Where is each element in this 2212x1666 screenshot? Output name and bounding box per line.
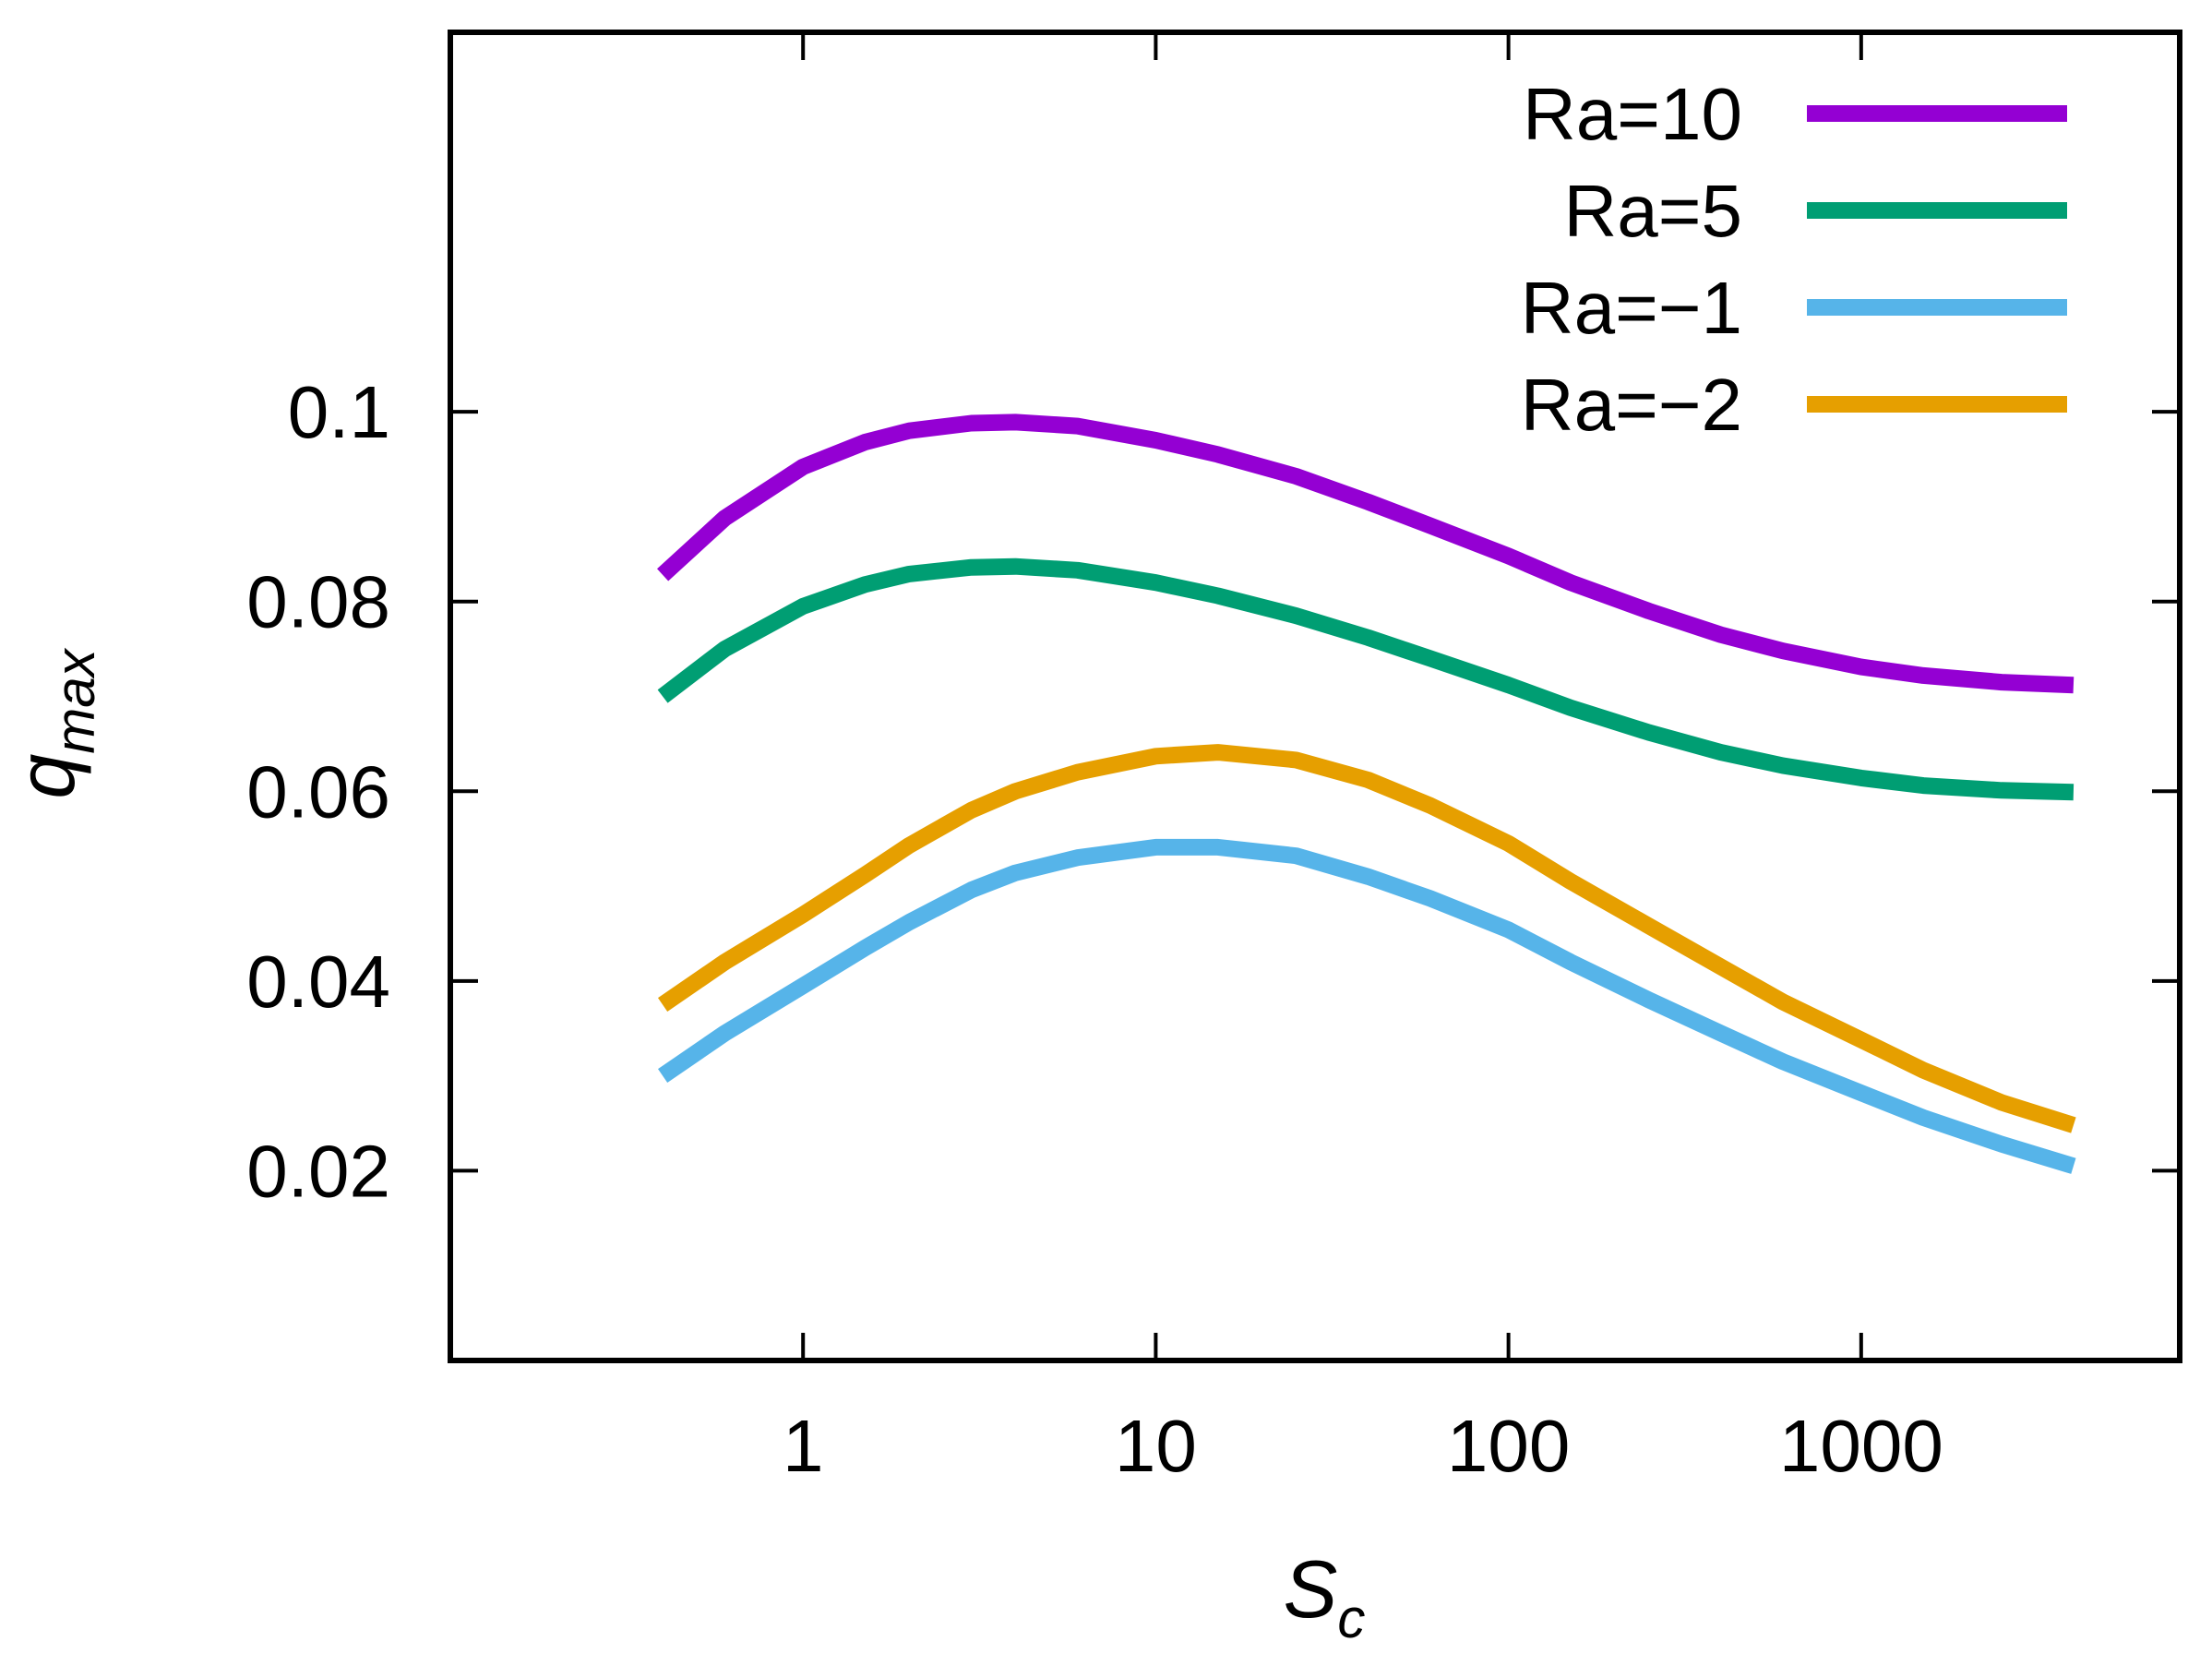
legend-item: Ra=−1 <box>1521 267 2067 349</box>
axis-ticks <box>450 32 2180 1360</box>
legend-label: Ra=10 <box>1523 73 1742 155</box>
y-tick-label: 0.02 <box>246 1130 390 1212</box>
series-line-2 <box>658 838 2076 1174</box>
series-line-0 <box>657 414 2074 694</box>
y-tick-label: 0.06 <box>246 750 390 833</box>
legend-label: Ra=5 <box>1564 170 1742 252</box>
y-axis-title-subscript: max <box>44 647 106 753</box>
x-tick-label: 100 <box>1447 1405 1570 1487</box>
y-tick-label: 0.08 <box>246 561 390 643</box>
x-axis-title-subscript: c <box>1337 1588 1365 1649</box>
legend-item: Ra=10 <box>1523 73 2067 155</box>
y-axis-title-base: q <box>0 754 91 799</box>
series-lines <box>657 414 2076 1174</box>
y-axis-title: qmax <box>0 647 106 798</box>
series-line-3 <box>657 744 2076 1133</box>
x-tick-label: 1000 <box>1779 1405 1943 1487</box>
legend-item: Ra=5 <box>1564 170 2067 252</box>
x-tick-label: 10 <box>1115 1405 1197 1487</box>
legend-label: Ra=−2 <box>1521 364 1742 446</box>
plot-frame <box>448 30 2182 1363</box>
x-tick-label: 1 <box>783 1405 824 1487</box>
y-tick-label: 0.1 <box>288 371 390 453</box>
legend-item: Ra=−2 <box>1521 364 2067 446</box>
x-axis-title: Sc <box>1284 1543 1366 1649</box>
series-line-1 <box>657 557 2074 801</box>
y-tick-label: 0.04 <box>246 941 390 1023</box>
legend-label: Ra=−1 <box>1521 267 1742 349</box>
axis-tick-labels: 1 10 100 1000 0.02 0.04 0.06 0.08 0.1 <box>246 371 1943 1487</box>
x-axis-title-base: S <box>1284 1543 1338 1635</box>
legend: Ra=10 Ra=5 Ra=−1 Ra=−2 <box>1521 73 2067 446</box>
